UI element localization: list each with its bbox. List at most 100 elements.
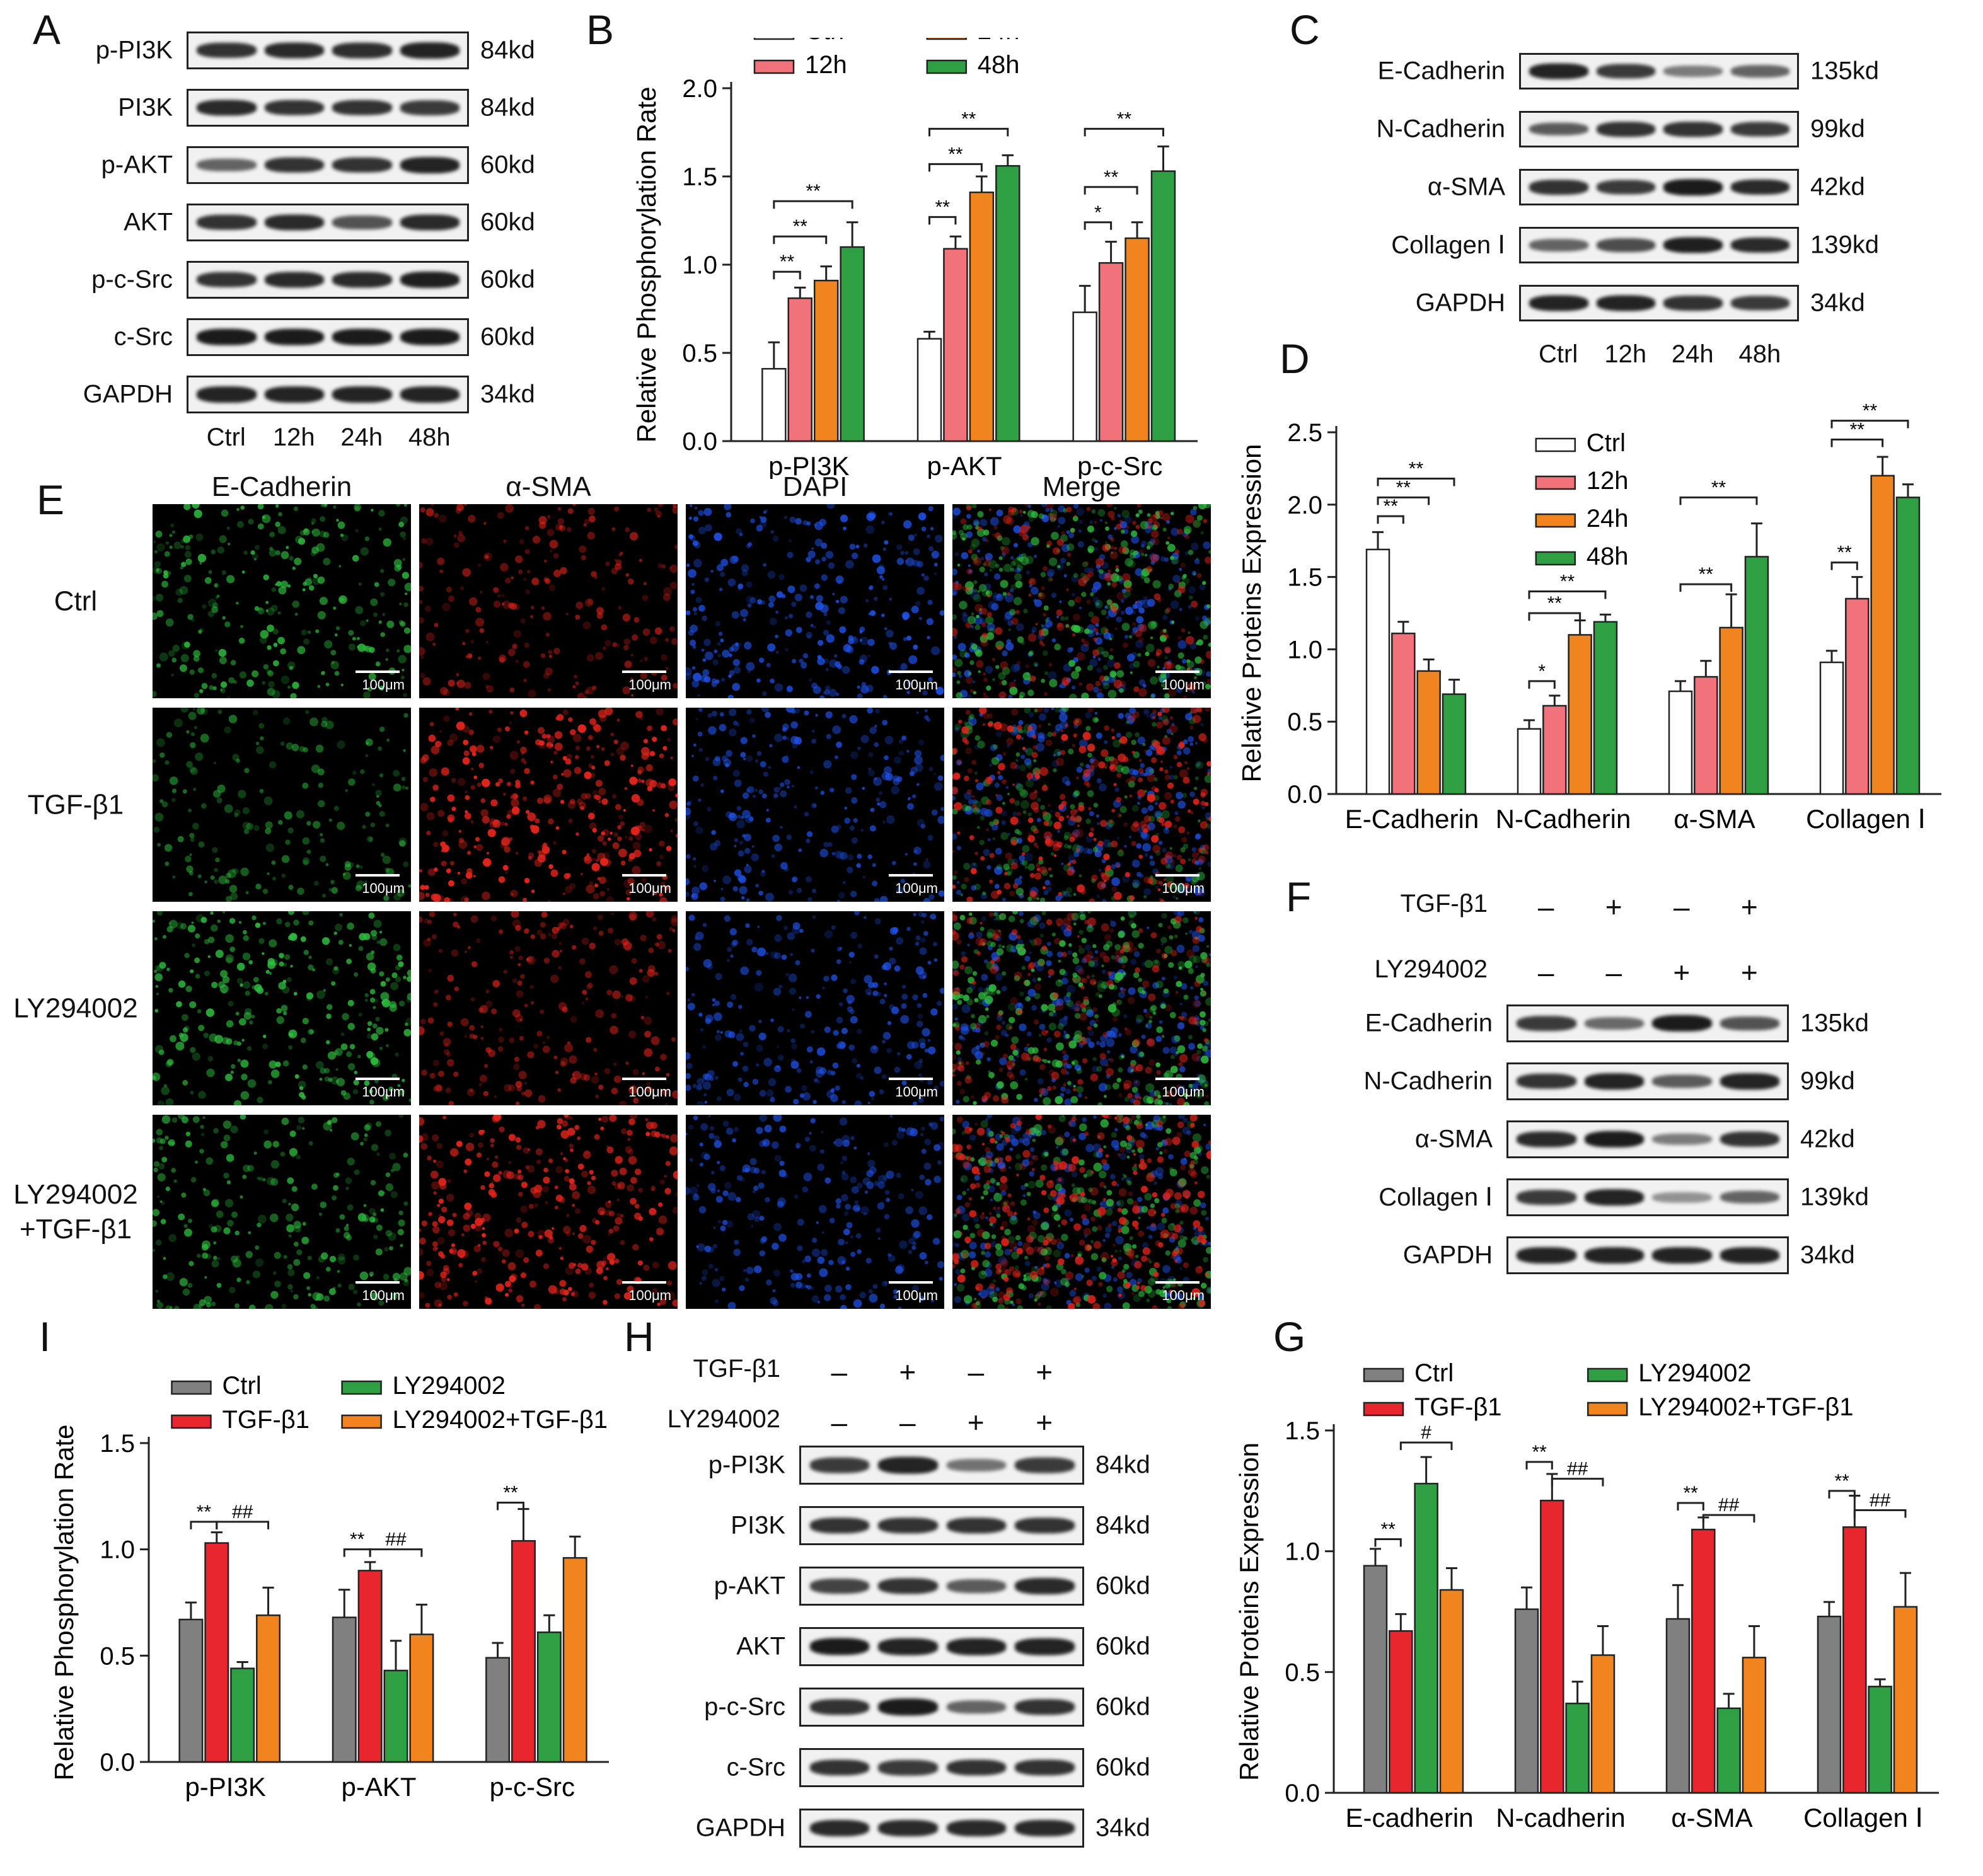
cell-signal: [354, 1071, 358, 1074]
blot-band: [1584, 1131, 1645, 1148]
cell-signal: [515, 1102, 520, 1105]
cell-signal: [1045, 839, 1051, 844]
cell-signal: [562, 849, 567, 855]
cell-signal: [1177, 635, 1182, 640]
cell-signal: [720, 897, 726, 902]
cell-signal: [640, 659, 643, 662]
cell-signal: [511, 892, 514, 896]
blot-band: [1015, 1517, 1075, 1534]
cell-signal: [865, 599, 869, 602]
cell-signal: [490, 1008, 497, 1015]
cell-signal: [1170, 512, 1174, 515]
cell-signal: [816, 1047, 826, 1056]
cell-signal: [431, 504, 434, 507]
cell-signal: [1066, 999, 1074, 1008]
cell-signal: [241, 1039, 245, 1042]
cell-signal: [402, 572, 409, 579]
bar: [485, 1657, 511, 1763]
cell-signal: [649, 848, 652, 852]
cell-signal: [442, 602, 451, 612]
cell-signal: [930, 527, 934, 531]
molecular-weight-label: 60kd: [1096, 1632, 1150, 1660]
cell-signal: [324, 640, 333, 649]
cell-signal: [969, 544, 976, 551]
cell-signal: [1065, 887, 1073, 894]
cell-signal: [1022, 810, 1027, 814]
cell-signal: [751, 853, 759, 861]
cell-signal: [1170, 600, 1179, 609]
cell-signal: [1031, 752, 1038, 758]
cell-signal: [359, 933, 367, 941]
cell-signal: [812, 1100, 817, 1104]
cell-signal: [280, 648, 286, 655]
cell-signal: [1138, 768, 1144, 774]
cell-signal: [739, 532, 743, 536]
cell-signal: [641, 877, 647, 883]
cell-signal: [924, 709, 928, 713]
cell-signal: [189, 669, 195, 675]
cell-signal: [1029, 951, 1032, 955]
cell-signal: [973, 580, 978, 584]
cell-signal: [1142, 599, 1151, 608]
cell-signal: [1089, 659, 1098, 667]
cell-signal: [1046, 544, 1050, 548]
cell-signal: [587, 982, 593, 989]
blot-band: [197, 158, 257, 172]
blot-band: [1652, 1133, 1712, 1146]
cell-signal: [1136, 623, 1144, 631]
cell-signal: [1162, 512, 1171, 522]
cell-signal: [333, 505, 337, 509]
cell-signal: [832, 1062, 839, 1069]
cell-signal: [702, 865, 709, 873]
cell-signal: [635, 825, 640, 830]
cell-signal: [1046, 950, 1053, 957]
cell-signal: [403, 627, 411, 634]
cell-signal: [1116, 836, 1120, 840]
cell-signal: [1072, 844, 1081, 853]
cell-signal: [1045, 620, 1053, 628]
cell-signal: [548, 650, 553, 655]
cell-signal: [1033, 662, 1038, 667]
cell-signal: [498, 929, 504, 935]
cell-signal: [973, 519, 980, 526]
cell-signal: [1200, 620, 1208, 630]
cell-signal: [869, 610, 876, 616]
cell-signal: [897, 1052, 901, 1056]
cell-signal: [546, 734, 551, 739]
cell-signal: [1111, 809, 1116, 813]
cell-signal: [560, 1061, 566, 1067]
cell-signal: [407, 976, 411, 982]
significance-bracket: [1679, 583, 1733, 592]
cell-signal: [599, 877, 606, 884]
cell-signal: [536, 929, 543, 936]
cell-signal: [1091, 616, 1100, 624]
cell-signal: [370, 822, 376, 827]
cell-signal: [379, 773, 384, 778]
cell-signal: [966, 531, 973, 538]
cell-signal: [1034, 599, 1042, 607]
cell-signal: [1029, 939, 1032, 943]
cell-signal: [792, 659, 797, 664]
cell-signal: [1097, 1102, 1103, 1105]
cell-signal: [601, 624, 608, 631]
protein-label: p-AKT: [714, 1572, 785, 1600]
cell-signal: [1099, 633, 1102, 636]
cell-signal: [665, 1103, 668, 1105]
cell-signal: [954, 1017, 958, 1021]
cell-signal: [1139, 1052, 1145, 1057]
cell-signal: [1065, 1088, 1071, 1095]
cell-signal: [1038, 629, 1045, 636]
cell-signal: [976, 660, 984, 668]
cell-signal: [386, 1044, 389, 1047]
blot-band: [809, 1457, 870, 1473]
cell-signal: [882, 585, 888, 590]
molecular-weight-label: 139kd: [1800, 1183, 1869, 1211]
cell-signal: [635, 833, 642, 841]
cell-signal: [1053, 768, 1057, 773]
cell-signal: [893, 927, 899, 933]
cell-signal: [1006, 737, 1014, 745]
cell-signal: [393, 943, 401, 952]
cell-signal: [184, 953, 190, 958]
cell-signal: [1010, 556, 1014, 560]
cell-signal: [1170, 556, 1174, 560]
